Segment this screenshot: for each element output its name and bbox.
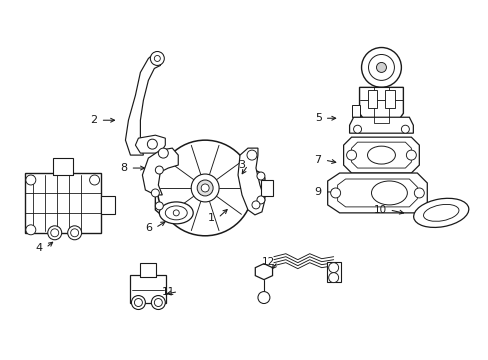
Circle shape: [155, 202, 163, 210]
Polygon shape: [327, 173, 427, 213]
Circle shape: [406, 150, 415, 160]
Circle shape: [328, 263, 338, 273]
Circle shape: [151, 189, 159, 197]
Polygon shape: [343, 137, 419, 173]
Circle shape: [26, 175, 36, 185]
Circle shape: [256, 196, 264, 204]
Text: 6: 6: [145, 223, 152, 233]
Circle shape: [67, 226, 81, 240]
Ellipse shape: [371, 181, 407, 205]
Bar: [385, 90, 395, 108]
Circle shape: [251, 201, 260, 209]
Text: 7: 7: [314, 155, 321, 165]
Ellipse shape: [367, 146, 395, 164]
Ellipse shape: [159, 202, 193, 224]
Circle shape: [201, 184, 209, 192]
Circle shape: [157, 140, 252, 236]
Text: 12: 12: [261, 257, 274, 267]
Circle shape: [258, 292, 269, 303]
Circle shape: [48, 226, 61, 240]
Circle shape: [328, 273, 338, 283]
Bar: [25, 173, 101, 233]
Circle shape: [197, 180, 213, 196]
Bar: [261, 180, 272, 196]
Text: 1: 1: [208, 213, 215, 223]
Polygon shape: [155, 160, 162, 216]
Circle shape: [376, 62, 386, 72]
Text: 11: 11: [162, 287, 175, 297]
Circle shape: [158, 148, 168, 158]
Polygon shape: [255, 264, 272, 280]
Bar: [101, 196, 114, 214]
Bar: [367, 90, 377, 108]
Circle shape: [191, 174, 219, 202]
Circle shape: [147, 139, 157, 149]
Polygon shape: [238, 148, 264, 215]
Circle shape: [151, 296, 165, 310]
Circle shape: [413, 188, 424, 198]
Circle shape: [346, 150, 356, 160]
Polygon shape: [142, 148, 178, 195]
Circle shape: [173, 210, 179, 216]
Text: 2: 2: [90, 115, 98, 125]
Polygon shape: [349, 117, 412, 133]
Circle shape: [155, 166, 163, 174]
Bar: [130, 275, 166, 302]
Text: 9: 9: [314, 187, 321, 197]
Bar: [326, 262, 340, 282]
Circle shape: [353, 125, 361, 133]
Polygon shape: [359, 87, 403, 123]
Circle shape: [246, 150, 256, 160]
Polygon shape: [125, 53, 162, 155]
Text: 4: 4: [36, 243, 42, 253]
Bar: [140, 263, 156, 276]
Circle shape: [131, 296, 145, 310]
Circle shape: [150, 51, 164, 66]
Text: 8: 8: [120, 163, 127, 173]
Circle shape: [26, 225, 36, 235]
Polygon shape: [250, 168, 264, 208]
Circle shape: [361, 48, 401, 87]
Circle shape: [256, 172, 264, 180]
Bar: [53, 158, 73, 175]
Text: 5: 5: [314, 113, 321, 123]
Text: 3: 3: [238, 160, 244, 170]
Ellipse shape: [423, 204, 458, 221]
Polygon shape: [135, 135, 165, 153]
Text: 10: 10: [372, 205, 386, 215]
Polygon shape: [351, 105, 359, 117]
Ellipse shape: [413, 198, 468, 228]
Circle shape: [89, 175, 100, 185]
Circle shape: [401, 125, 408, 133]
Circle shape: [330, 188, 340, 198]
